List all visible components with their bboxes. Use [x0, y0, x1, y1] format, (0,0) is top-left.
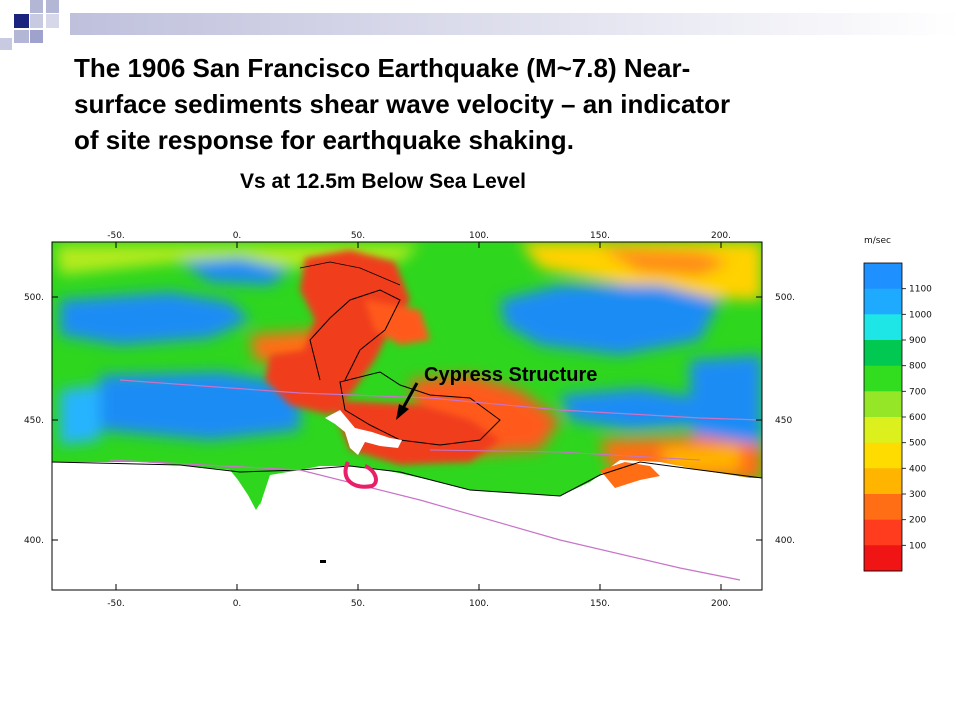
legend-label: 800 [909, 362, 926, 372]
legend-label: 500 [909, 439, 926, 449]
y-tick-left-1: 500. [24, 293, 44, 303]
legend-swatch [864, 340, 902, 367]
x-tick-bottom-1: -50. [107, 599, 125, 609]
legend-swatch [864, 314, 902, 341]
frame-ticks [52, 242, 762, 590]
y-tick-right-2: 450 [775, 416, 792, 426]
legend-color-bar [863, 262, 903, 572]
annotation-arrow-icon [396, 382, 419, 420]
y-tick-left-3: 400. [24, 536, 44, 546]
legend-label: 1100 [909, 285, 932, 295]
cypress-structure-label: Cypress Structure [424, 364, 597, 386]
slide-title-line-3: of site response for earthquake shaking. [74, 125, 574, 155]
x-tick-top-1: -50. [107, 231, 125, 241]
x-tick-bottom-2: 0. [233, 599, 242, 609]
legend-swatch [864, 545, 902, 572]
velocity-map-figure: -50. 0. 50. 100. 150. 200. -50. 0. 50. 1… [0, 215, 960, 615]
x-tick-bottom-5: 150. [590, 599, 610, 609]
legend-swatch [864, 365, 902, 392]
legend-label: 900 [909, 336, 926, 346]
map-frame [51, 241, 763, 591]
legend-swatch [864, 391, 902, 418]
legend-label: 700 [909, 387, 926, 397]
x-tick-top-6: 200. [711, 231, 731, 241]
legend-label: 100 [909, 541, 926, 551]
y-tick-left-2: 450. [24, 416, 44, 426]
legend-label: 600 [909, 413, 926, 423]
x-tick-top-5: 150. [590, 231, 610, 241]
slide-title: The 1906 San Francisco Earthquake (M~7.8… [74, 50, 874, 158]
slide-corner-decoration [0, 0, 960, 50]
legend-swatch [864, 494, 902, 521]
legend-swatch [864, 519, 902, 546]
x-tick-bottom-3: 50. [351, 599, 365, 609]
legend-label: 200 [909, 516, 926, 526]
legend-labels: 1100 1000 900 800 700 600 500 400 300 200 100 [902, 285, 932, 551]
slide-title-line-2: surface sediments shear wave velocity – … [74, 89, 731, 119]
legend-unit: m/sec [864, 236, 891, 246]
x-tick-top-4: 100. [469, 231, 489, 241]
legend-swatch [864, 417, 902, 444]
x-tick-top-3: 50. [351, 231, 365, 241]
map-heading: Vs at 12.5m Below Sea Level [240, 170, 526, 193]
y-tick-right-1: 500. [775, 293, 795, 303]
legend-swatch [864, 442, 902, 469]
legend-swatch [864, 288, 902, 315]
legend-label: 400 [909, 464, 926, 474]
velocity-map-svg: -50. 0. 50. 100. 150. 200. -50. 0. 50. 1… [24, 231, 932, 609]
x-tick-bottom-4: 100. [469, 599, 489, 609]
velocity-raster [52, 242, 762, 590]
legend-swatch [864, 468, 902, 495]
legend-label: 1000 [909, 310, 932, 320]
x-tick-top-2: 0. [233, 231, 242, 241]
y-tick-right-3: 400. [775, 536, 795, 546]
legend-swatch [864, 263, 902, 290]
slide-title-line-1: The 1906 San Francisco Earthquake (M~7.8… [74, 53, 691, 83]
legend-label: 300 [909, 490, 926, 500]
x-tick-bottom-6: 200. [711, 599, 731, 609]
